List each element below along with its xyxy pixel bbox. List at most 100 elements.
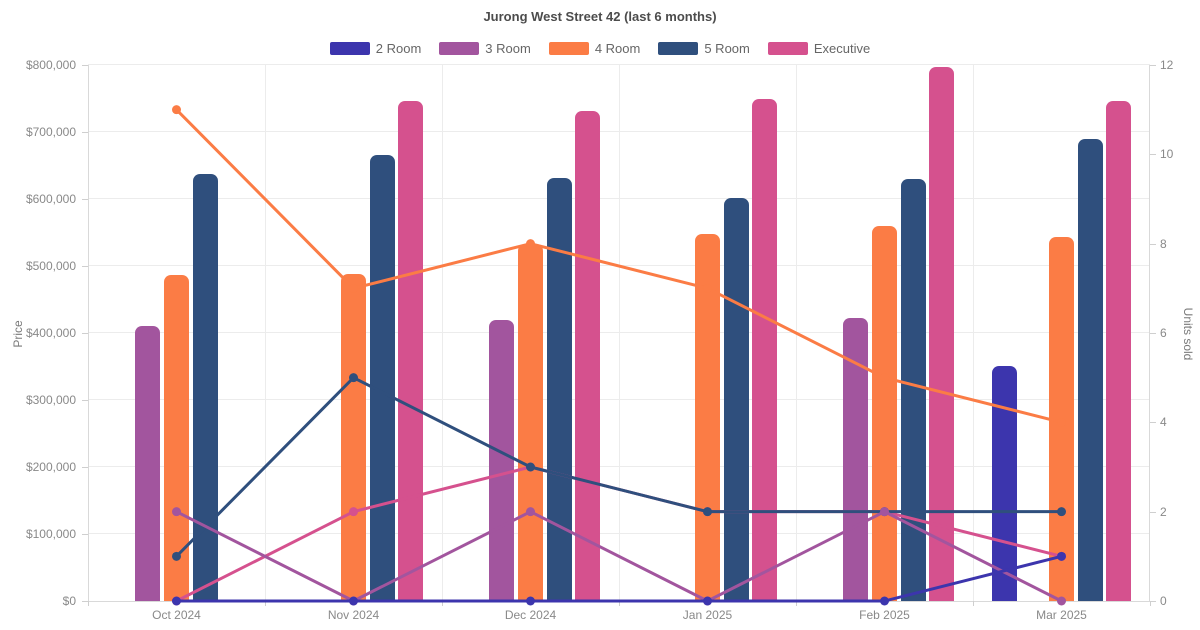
legend-swatch-executive <box>767 42 808 55</box>
month-tick-label: Nov 2024 <box>327 608 380 622</box>
y-axis-title-units-sold: Units sold <box>1181 307 1195 361</box>
units-tick-label: 8 <box>1160 236 1167 251</box>
v-gridline <box>973 65 974 601</box>
dot-2-room-dec-2024 <box>526 596 535 606</box>
bar-4-room-dec-2024 <box>518 243 543 601</box>
left-tick-mark <box>82 534 88 535</box>
price-tick-label: $700,000 <box>25 125 76 139</box>
bar-3-room-oct-2024 <box>135 326 161 601</box>
units-tick-label: 6 <box>1160 326 1167 340</box>
dot-2-room-jan-2025 <box>703 596 712 606</box>
price-tick-label: $400,000 <box>25 326 76 340</box>
dot-2-room-mar-2025 <box>1057 551 1066 561</box>
dot-executive-nov-2024 <box>349 507 358 517</box>
bar-executive-mar-2025 <box>1106 100 1132 601</box>
left-tick-mark <box>82 266 88 267</box>
units-tick-label: 2 <box>1160 504 1167 519</box>
v-gridline <box>1149 65 1150 601</box>
dot-4-room-oct-2024 <box>172 105 181 115</box>
dot-3-room-dec-2024 <box>526 507 535 517</box>
right-tick-mark <box>1150 154 1156 156</box>
left-tick-mark <box>82 467 88 468</box>
v-gridline <box>88 65 89 601</box>
dot-5-room-dec-2024 <box>526 462 535 472</box>
x-tick-mark <box>88 601 89 606</box>
plot-area <box>88 64 1150 606</box>
x-tick-mark <box>796 601 797 606</box>
right-tick-mark <box>1150 601 1156 602</box>
price-tick-label: $200,000 <box>25 460 76 474</box>
legend-label: 2 Room <box>375 41 422 56</box>
bar-3-room-feb-2025 <box>843 318 869 601</box>
line-3-room <box>175 510 1063 603</box>
dot-3-room-feb-2025 <box>880 507 889 517</box>
right-tick-mark <box>1150 422 1156 424</box>
legend-swatch-5-room <box>658 42 699 55</box>
v-gridline <box>619 65 620 601</box>
price-tick-label: $500,000 <box>25 259 76 273</box>
price-tick-label: $300,000 <box>25 393 76 407</box>
bar-4-room-nov-2024 <box>341 274 366 601</box>
month-tick-label: Feb 2025 <box>859 608 910 622</box>
right-tick-mark <box>1150 333 1156 334</box>
price-tick-label: $0 <box>62 594 76 608</box>
legend-item-2-room[interactable]: 2 Room <box>329 41 422 56</box>
units-tick-label: 4 <box>1160 415 1167 430</box>
legend-swatch-4-room <box>548 42 589 55</box>
units-tick-label: 12 <box>1160 58 1174 72</box>
month-tick-label: Oct 2024 <box>152 608 201 622</box>
dot-4-room-feb-2025 <box>880 373 889 383</box>
dot-2-room-oct-2024 <box>172 596 181 606</box>
legend-swatch-2-room <box>329 42 370 55</box>
dot-5-room-nov-2024 <box>349 373 358 383</box>
price-tick-label: $600,000 <box>25 192 76 206</box>
price-tick-label: $800,000 <box>25 58 76 72</box>
bar-executive-jan-2025 <box>752 98 778 601</box>
month-tick-label: Dec 2024 <box>504 608 557 622</box>
bar-5-room-mar-2025 <box>1077 138 1103 601</box>
left-tick-mark <box>82 601 88 602</box>
left-tick-mark <box>82 132 88 133</box>
line-5-room <box>175 376 1063 558</box>
left-tick-mark <box>82 199 88 200</box>
legend-item-4-room[interactable]: 4 Room <box>548 41 640 56</box>
x-tick-mark <box>619 601 620 606</box>
dot-5-room-mar-2025 <box>1057 507 1066 517</box>
v-gridline <box>442 65 443 601</box>
month-tick-label: Jan 2025 <box>682 608 733 622</box>
dot-3-room-oct-2024 <box>172 507 181 517</box>
month-tick-label: Mar 2025 <box>1036 608 1087 622</box>
x-tick-mark <box>442 601 443 606</box>
dot-4-room-nov-2024 <box>349 283 358 293</box>
legend: 2 Room 3 Room 4 Room 5 Room Executive <box>0 41 1200 56</box>
legend-item-5-room[interactable]: 5 Room <box>658 41 750 56</box>
dot-4-room-dec-2024 <box>526 239 535 249</box>
dot-5-room-jan-2025 <box>703 507 712 517</box>
v-gridline <box>265 65 266 601</box>
dot-3-room-mar-2025 <box>1057 596 1066 606</box>
legend-label: Executive <box>813 41 871 56</box>
line-series-layer <box>172 105 1066 606</box>
legend-item-executive[interactable]: Executive <box>767 41 871 56</box>
line-4-room <box>175 108 1063 424</box>
dot-2-room-nov-2024 <box>349 596 358 606</box>
left-tick-mark <box>82 400 88 401</box>
right-tick-mark <box>1150 243 1156 245</box>
legend-swatch-3-room <box>439 42 480 55</box>
legend-item-3-room[interactable]: 3 Room <box>439 41 531 56</box>
bar-5-room-nov-2024 <box>369 154 395 601</box>
legend-label: 5 Room <box>704 41 750 56</box>
x-tick-mark <box>1150 601 1151 606</box>
bar-4-room-jan-2025 <box>695 233 720 601</box>
dot-2-room-feb-2025 <box>880 596 889 606</box>
bar-5-room-jan-2025 <box>723 197 749 601</box>
left-tick-mark <box>82 333 88 334</box>
bar-executive-dec-2024 <box>575 111 601 601</box>
dot-5-room-oct-2024 <box>172 551 181 561</box>
right-tick-mark <box>1150 511 1156 513</box>
bar-executive-nov-2024 <box>398 101 424 601</box>
price-tick-label: $100,000 <box>25 527 76 541</box>
x-tick-mark <box>973 601 974 606</box>
h-gridline <box>88 64 1150 65</box>
